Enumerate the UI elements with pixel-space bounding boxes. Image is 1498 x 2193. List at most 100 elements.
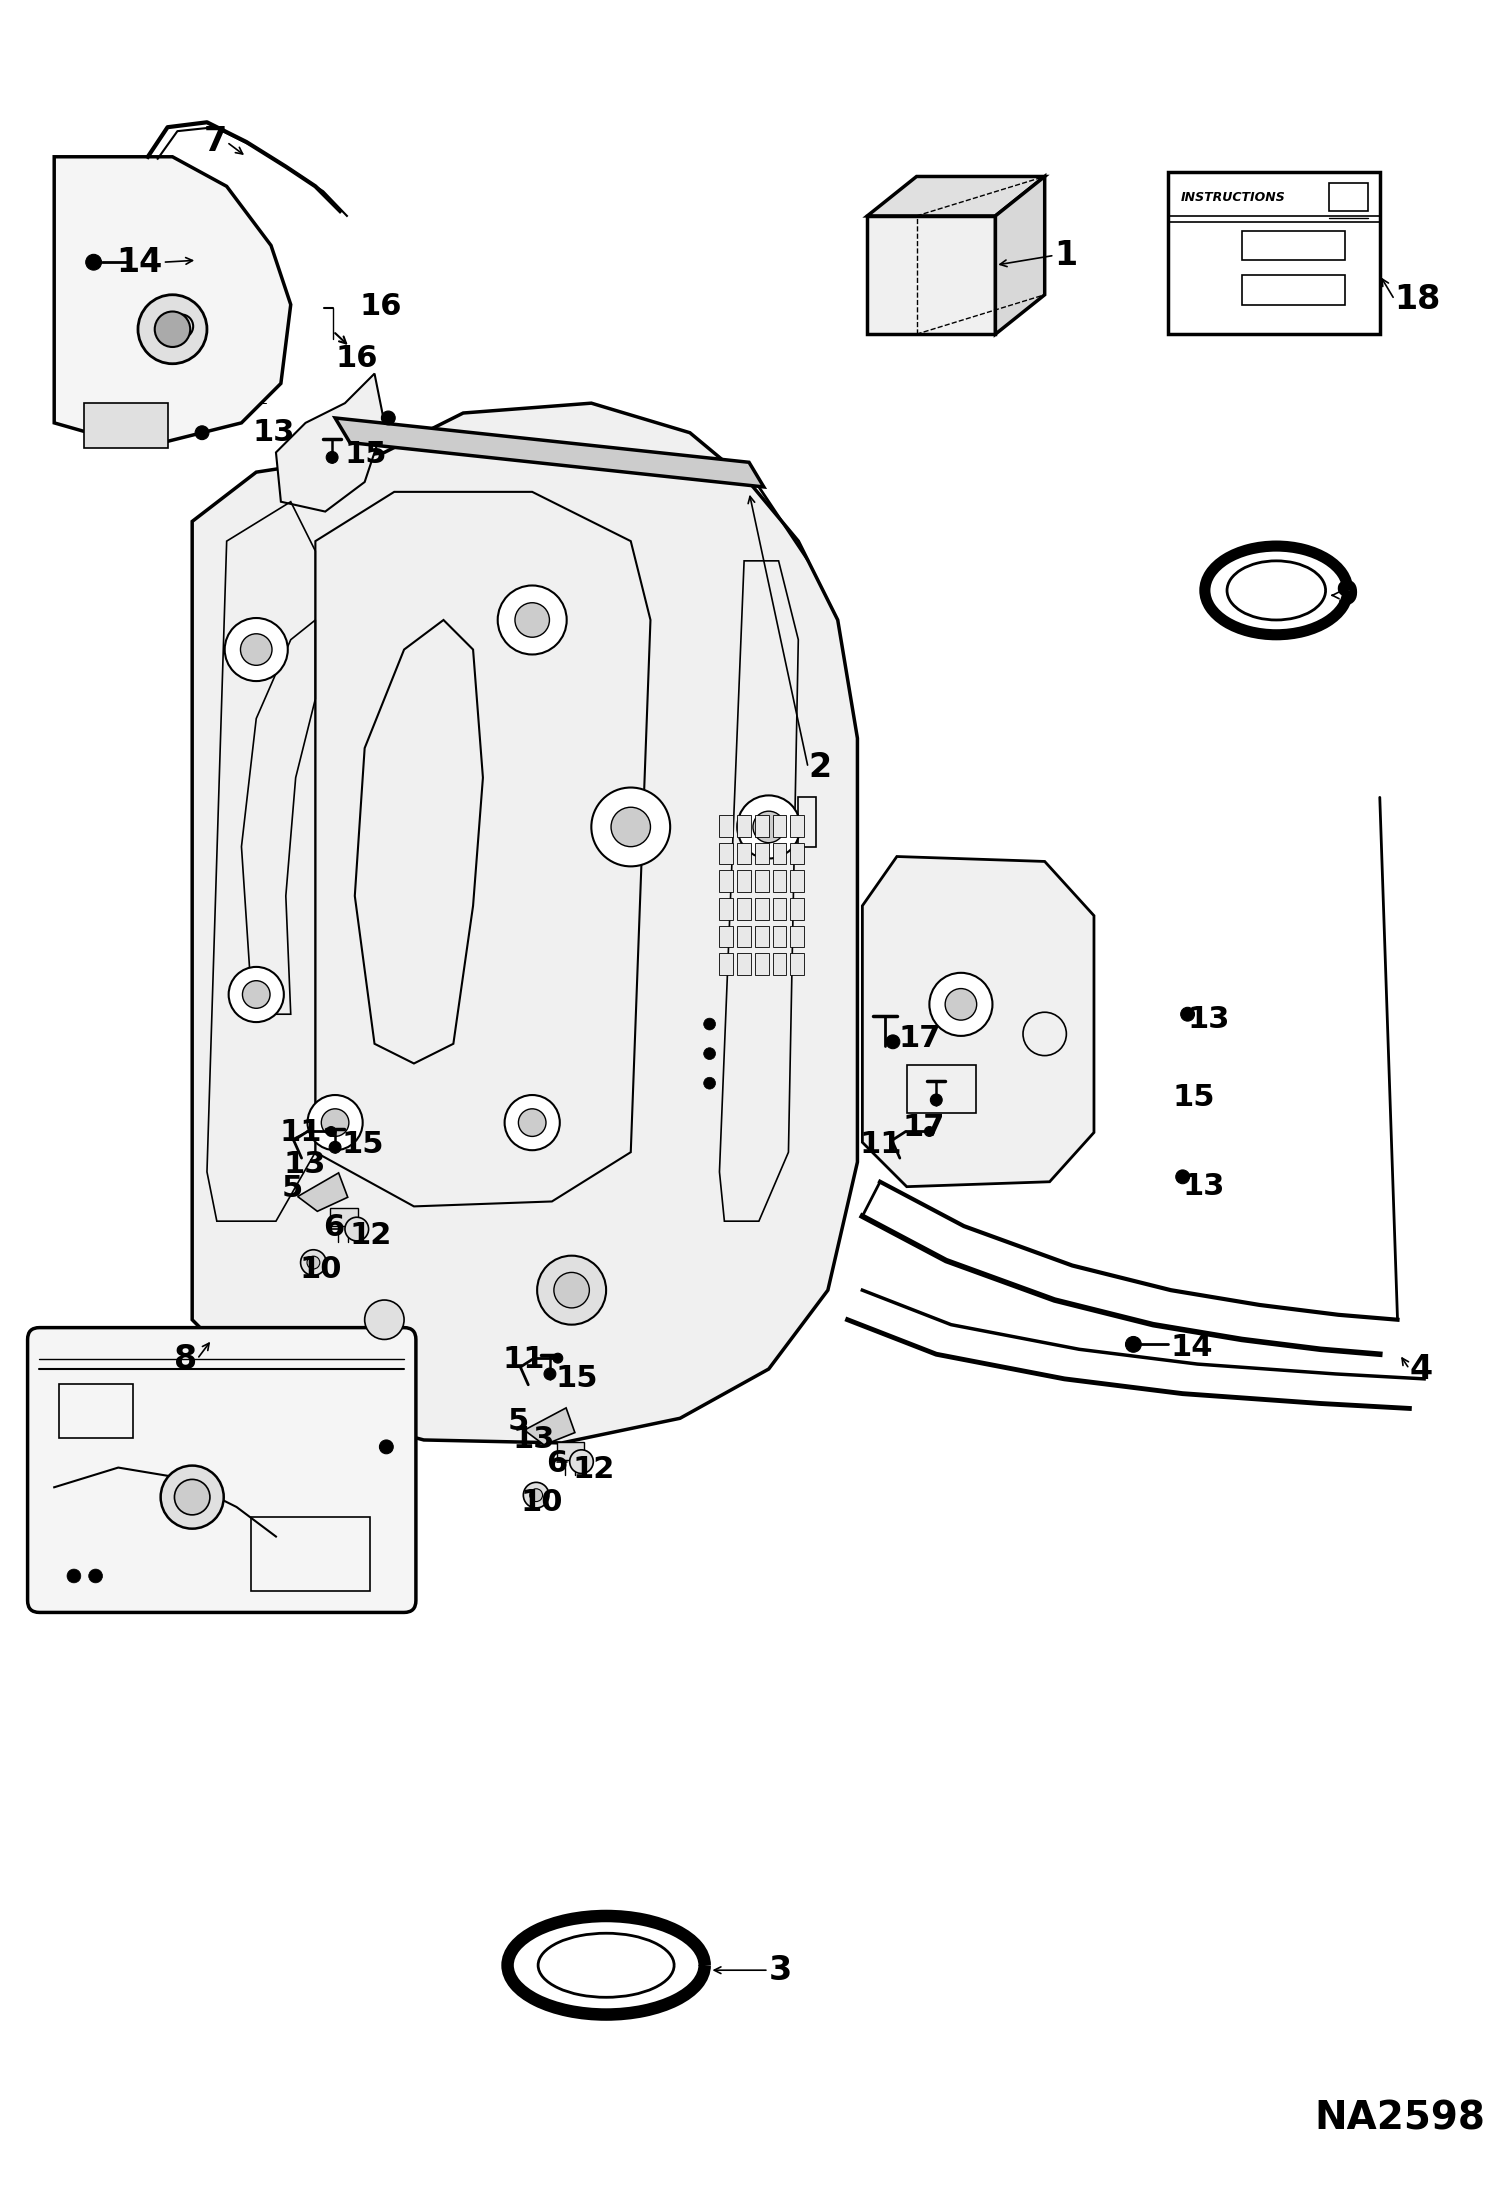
Bar (755, 871, 768, 893)
Text: 15: 15 (345, 441, 388, 469)
Circle shape (930, 1094, 942, 1105)
Polygon shape (995, 175, 1044, 333)
Bar (330, 1208, 358, 1226)
Text: 13: 13 (252, 419, 295, 447)
Circle shape (538, 1257, 607, 1325)
Text: 3: 3 (768, 1954, 792, 1987)
Text: 16: 16 (360, 292, 403, 320)
Bar (737, 897, 750, 919)
Bar (719, 925, 733, 947)
Text: 4: 4 (1410, 1353, 1432, 1386)
Circle shape (345, 1217, 369, 1241)
Bar (737, 925, 750, 947)
Circle shape (174, 1480, 210, 1515)
Circle shape (704, 1048, 716, 1059)
Bar (773, 954, 786, 974)
Bar (737, 871, 750, 893)
Text: 1: 1 (1055, 239, 1077, 272)
Circle shape (1180, 1007, 1194, 1022)
Circle shape (704, 1018, 716, 1031)
Bar (798, 798, 816, 846)
Circle shape (88, 1568, 102, 1583)
Circle shape (569, 1450, 593, 1474)
Text: 5: 5 (508, 1406, 529, 1436)
Bar (755, 816, 768, 838)
Bar (791, 871, 804, 893)
Text: 11: 11 (280, 1118, 322, 1147)
Text: 13: 13 (512, 1425, 554, 1454)
Circle shape (924, 1127, 935, 1136)
Text: 16: 16 (336, 344, 377, 373)
Bar (773, 871, 786, 893)
Text: 15: 15 (342, 1129, 383, 1158)
Text: 14: 14 (117, 246, 163, 279)
Circle shape (364, 1300, 404, 1340)
Circle shape (704, 1077, 716, 1090)
Circle shape (945, 989, 977, 1020)
Circle shape (195, 425, 208, 439)
Text: 13: 13 (1188, 1004, 1230, 1033)
Bar (84, 404, 168, 447)
Text: 13: 13 (1182, 1173, 1225, 1202)
Text: 15: 15 (1173, 1083, 1215, 1112)
Circle shape (327, 452, 339, 463)
Text: 14: 14 (1171, 1333, 1213, 1362)
Bar (719, 897, 733, 919)
Text: 12: 12 (572, 1454, 616, 1485)
Text: 9: 9 (1335, 579, 1359, 612)
Text: 2: 2 (807, 752, 831, 785)
Bar (252, 1518, 370, 1590)
Polygon shape (863, 857, 1094, 1186)
Text: 5: 5 (282, 1173, 303, 1204)
Text: 10: 10 (520, 1487, 563, 1518)
Polygon shape (54, 156, 291, 443)
Bar (791, 925, 804, 947)
Text: 11: 11 (503, 1344, 545, 1373)
Circle shape (737, 796, 800, 857)
Circle shape (1176, 1169, 1189, 1184)
Circle shape (327, 1127, 336, 1136)
Text: 6: 6 (324, 1213, 345, 1241)
Text: 18: 18 (1395, 283, 1441, 316)
Bar (737, 842, 750, 864)
Bar (719, 842, 733, 864)
Circle shape (592, 787, 670, 866)
Bar (58, 1384, 133, 1439)
Circle shape (515, 603, 550, 638)
Circle shape (1125, 1336, 1141, 1353)
FancyBboxPatch shape (27, 1327, 416, 1612)
Circle shape (169, 314, 193, 338)
Circle shape (307, 1257, 319, 1270)
Circle shape (544, 1368, 556, 1379)
Circle shape (497, 586, 566, 654)
Polygon shape (192, 404, 857, 1443)
Circle shape (330, 1140, 342, 1154)
Text: 11: 11 (860, 1129, 902, 1158)
Text: 8: 8 (174, 1342, 198, 1375)
Bar (755, 897, 768, 919)
Text: 17: 17 (903, 1114, 945, 1143)
Text: NA2598: NA2598 (1314, 2099, 1485, 2136)
Text: 10: 10 (300, 1254, 342, 1283)
Bar (791, 842, 804, 864)
Polygon shape (867, 215, 995, 333)
Text: 7: 7 (204, 125, 226, 158)
Circle shape (307, 1094, 363, 1149)
Bar (737, 954, 750, 974)
Circle shape (229, 967, 283, 1022)
Circle shape (753, 811, 785, 842)
Circle shape (85, 254, 102, 270)
Circle shape (154, 311, 190, 346)
Circle shape (505, 1094, 560, 1149)
Bar (1242, 230, 1345, 261)
Polygon shape (298, 1173, 348, 1211)
Circle shape (241, 634, 273, 664)
Circle shape (160, 1465, 223, 1529)
Circle shape (518, 1110, 545, 1136)
Bar (755, 842, 768, 864)
Text: 13: 13 (283, 1149, 327, 1178)
Circle shape (530, 1489, 542, 1502)
Bar (1329, 184, 1368, 211)
Circle shape (523, 1482, 548, 1509)
Bar (791, 954, 804, 974)
